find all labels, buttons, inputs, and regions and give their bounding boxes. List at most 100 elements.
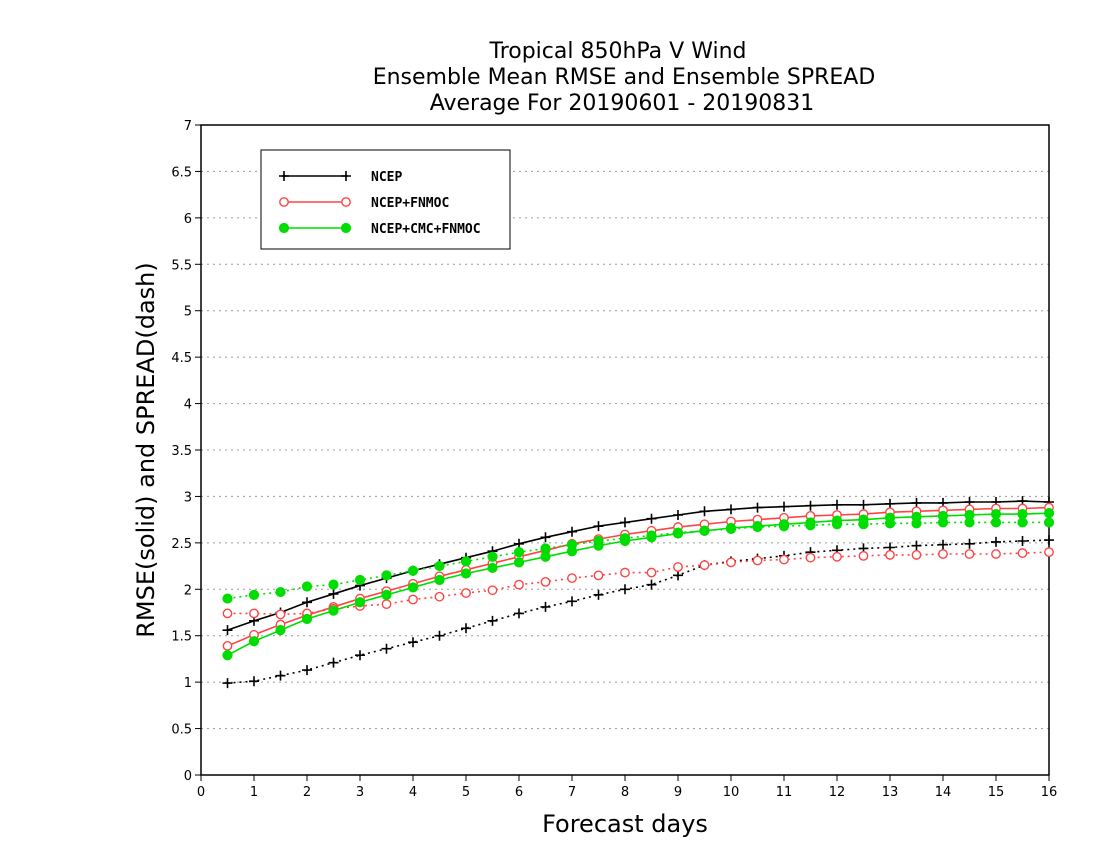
plus-marker <box>964 538 975 549</box>
plus-marker <box>752 502 763 513</box>
title-line-3: Average For 20190601 - 20190831 <box>430 91 815 116</box>
open-circle-marker <box>540 576 551 587</box>
plus-marker <box>461 623 471 634</box>
open-circle-marker <box>832 551 842 562</box>
rmse-line <box>227 500 1050 631</box>
filled-circle-marker <box>434 560 445 572</box>
filled-circle-marker <box>619 533 631 544</box>
y-tick-label: 3 <box>184 490 192 505</box>
x-tick-label: 11 <box>776 785 793 800</box>
rmse-line <box>227 512 1050 656</box>
legend-box <box>260 149 511 250</box>
filled-circle-marker <box>752 521 763 533</box>
filled-circle-marker <box>964 517 975 528</box>
open-circle-marker <box>567 573 577 584</box>
plus-marker <box>434 630 445 641</box>
series-group <box>222 496 1055 689</box>
plus-marker <box>222 625 233 636</box>
plus-marker <box>275 670 286 681</box>
filled-circle-marker <box>1043 508 1055 519</box>
spread-line <box>227 521 1049 600</box>
open-circle-marker <box>699 560 710 571</box>
y-tick-label: 5.5 <box>171 258 192 273</box>
x-tick-label: 8 <box>621 785 629 800</box>
open-circle-marker <box>593 570 604 581</box>
open-circle-marker <box>1017 548 1028 558</box>
x-tick-label: 1 <box>250 785 258 800</box>
filled-circle-marker <box>248 636 260 647</box>
plus-marker <box>302 597 312 608</box>
filled-circle-marker <box>540 543 551 554</box>
series-ncep-fnmoc-rmse <box>222 502 1054 651</box>
plus-marker <box>673 570 683 581</box>
open-circle-marker <box>222 608 233 619</box>
plus-marker <box>620 584 630 595</box>
filled-circle-marker <box>275 586 286 598</box>
open-circle-marker <box>620 567 630 578</box>
plus-marker <box>514 608 524 619</box>
filled-circle-marker <box>340 222 352 234</box>
open-circle-marker <box>461 588 471 598</box>
filled-circle-marker <box>990 517 1002 528</box>
filled-circle-marker <box>328 579 339 590</box>
plus-marker <box>620 517 630 528</box>
filled-circle-marker <box>884 518 896 529</box>
plus-marker <box>279 171 289 181</box>
open-circle-marker <box>646 567 657 578</box>
x-tick-label: 3 <box>356 785 364 800</box>
y-tick-label: 5 <box>184 305 192 320</box>
open-circle-marker <box>222 641 233 651</box>
series-ncep-cmc-fnmoc-rmse <box>222 508 1055 661</box>
filled-circle-marker <box>805 520 816 531</box>
filled-circle-marker <box>540 551 551 562</box>
open-circle-marker <box>752 555 763 566</box>
x-tick-label: 5 <box>462 785 470 800</box>
y-tick-label: 2 <box>184 583 192 598</box>
plus-marker <box>646 513 657 524</box>
plus-marker <box>991 536 1001 547</box>
open-circle-marker <box>964 549 975 559</box>
plus-marker <box>673 510 683 520</box>
plus-marker <box>408 637 418 648</box>
filled-circle-marker <box>593 535 604 547</box>
plus-marker <box>726 504 736 515</box>
plus-marker <box>1017 536 1028 546</box>
y-tick-label: 0.5 <box>171 723 192 738</box>
plus-marker <box>1044 535 1054 546</box>
plus-marker <box>911 540 922 551</box>
open-circle-marker <box>1044 547 1054 558</box>
plus-marker <box>832 499 842 510</box>
x-tick-label: 6 <box>515 785 523 800</box>
plus-marker <box>328 588 339 599</box>
x-tick-label: 12 <box>829 785 846 800</box>
plus-marker <box>302 665 312 676</box>
plus-marker <box>593 521 604 532</box>
filled-circle-marker <box>222 593 233 604</box>
plus-marker <box>487 615 498 626</box>
plus-marker <box>885 498 895 509</box>
y-tick-label: 4 <box>184 398 192 413</box>
open-circle-marker <box>249 608 259 619</box>
filled-circle-marker <box>513 557 525 568</box>
filled-circle-marker <box>278 222 290 234</box>
open-circle-marker <box>726 557 736 568</box>
open-circle-marker <box>911 550 922 560</box>
open-circle-marker <box>885 550 895 560</box>
chart-title: Tropical 850hPa V Wind Ensemble Mean RMS… <box>373 39 876 116</box>
plus-marker <box>699 506 710 517</box>
plus-marker <box>858 499 869 510</box>
legend-entry: NCEP+CMC+FNMOC <box>278 222 481 237</box>
open-circle-marker <box>434 591 445 602</box>
plus-marker <box>938 539 948 550</box>
plus-marker <box>593 589 604 600</box>
filled-circle-marker <box>831 519 843 530</box>
filled-circle-marker <box>354 597 366 608</box>
plus-marker <box>222 678 233 689</box>
filled-circle-marker <box>778 521 790 532</box>
plus-marker <box>540 601 551 612</box>
y-tick-label: 3.5 <box>171 444 192 459</box>
legend-label: NCEP+CMC+FNMOC <box>371 222 481 237</box>
open-circle-marker <box>779 554 789 565</box>
filled-circle-marker <box>301 613 313 625</box>
